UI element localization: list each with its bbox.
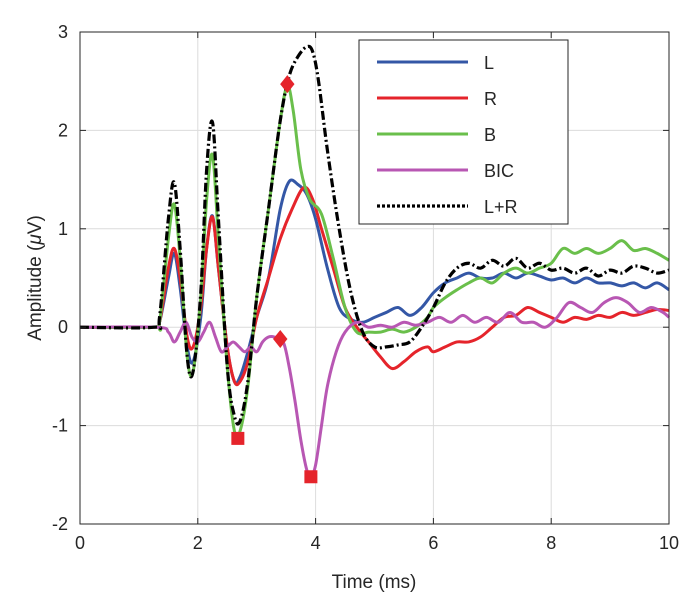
green-peak-diamond bbox=[280, 75, 295, 94]
bic-trough-square bbox=[304, 470, 318, 484]
legend-label-r: R bbox=[484, 89, 497, 109]
x-axis-label: Time (ms) bbox=[332, 572, 417, 593]
x-tick-label: 10 bbox=[659, 533, 679, 553]
y-axis-label-prefix: Amplitude ( bbox=[25, 244, 46, 341]
series-line-r bbox=[79, 185, 670, 387]
y-tick-label: 3 bbox=[58, 22, 68, 42]
axis-ticks bbox=[79, 31, 670, 525]
series-line-l-r bbox=[79, 44, 670, 426]
series-layer bbox=[79, 44, 671, 479]
legend-label-bic: BIC bbox=[484, 161, 514, 181]
legend-label-l: L bbox=[484, 53, 494, 73]
y-tick-label: 1 bbox=[58, 219, 68, 239]
series-line-bic bbox=[79, 296, 671, 479]
tick-labels: 0 2 4 6 8 10 -2 -1 0 1 2 3 bbox=[52, 22, 679, 553]
series-line-b bbox=[79, 84, 670, 439]
y-axis-label-mu: μ bbox=[25, 234, 46, 246]
x-tick-label: 8 bbox=[546, 533, 556, 553]
x-tick-label: 4 bbox=[311, 533, 321, 553]
y-axis-label-suffix: V) bbox=[25, 215, 46, 234]
x-tick-label: 2 bbox=[193, 533, 203, 553]
legend: LRB BIC L+R bbox=[358, 39, 569, 225]
green-trough-square bbox=[231, 431, 245, 445]
legend-label-b: B bbox=[484, 125, 496, 145]
x-tick-label: 6 bbox=[428, 533, 438, 553]
marker-layer bbox=[231, 75, 318, 484]
y-tick-label: -1 bbox=[52, 416, 68, 436]
y-tick-label: 0 bbox=[58, 317, 68, 337]
y-tick-label: 2 bbox=[58, 120, 68, 140]
bic-diamond bbox=[273, 330, 288, 349]
plot-frame bbox=[79, 31, 670, 525]
x-tick-label: 0 bbox=[75, 533, 85, 553]
y-tick-label: -2 bbox=[52, 514, 68, 534]
legend-box bbox=[358, 39, 569, 225]
legend-label-l-r: L+R bbox=[484, 197, 518, 217]
y-axis-label: Amplitude (μV) bbox=[25, 215, 46, 341]
